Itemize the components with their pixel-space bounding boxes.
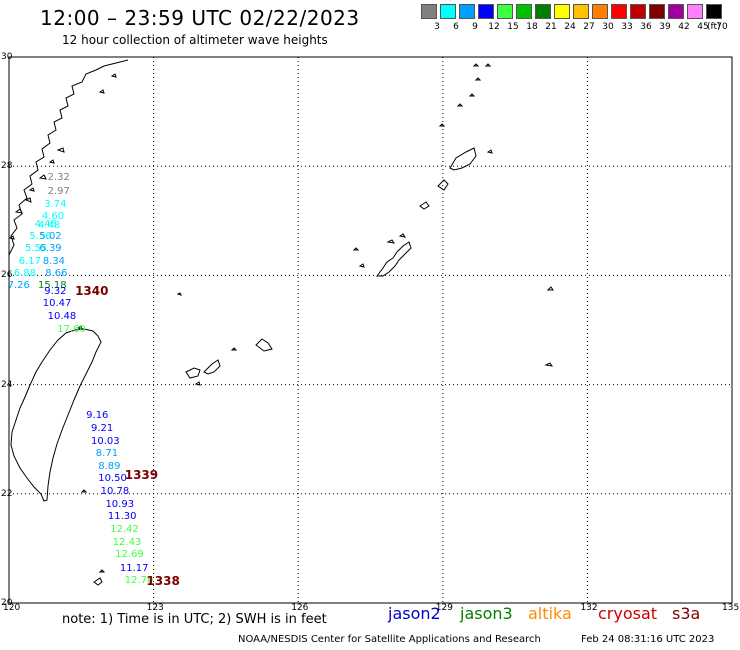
wave-height-label: 10.03 [90, 435, 120, 447]
longitude-tick-label: 135 [722, 603, 740, 613]
satellite-legend-cryosat: cryosat [598, 604, 658, 623]
color-swatch-label: 24 [564, 22, 576, 32]
wave-height-label: 4.60 [41, 210, 65, 222]
wave-height-label: 8.34 [42, 255, 66, 267]
page-title: 12:00 – 23:59 UTC 02/22/2023 [40, 6, 360, 30]
coastal-islets [8, 73, 117, 330]
latitude-tick-label: 26 [1, 270, 13, 281]
color-swatch [630, 4, 646, 19]
color-swatch [516, 4, 532, 19]
color-swatch [459, 4, 475, 19]
color-swatch-label: 70 [716, 22, 728, 32]
footer-note: note: 1) Time is in UTC; 2) SWH is in fe… [62, 612, 327, 627]
wave-height-label: 17.60 [57, 324, 86, 335]
china-coastline [8, 59, 129, 256]
generated-timestamp: Feb 24 08:31:16 UTC 2023 [581, 634, 715, 645]
wave-height-label: 4.48 [37, 220, 61, 232]
wave-height-label: 11.17 [119, 562, 149, 574]
satellite-legend-jason2: jason2 [388, 604, 441, 623]
color-scale-unit: (ft) [707, 22, 721, 32]
wave-height-label: 12.42 [110, 524, 139, 536]
color-swatch-label: 36 [640, 22, 652, 32]
latitude-tick-label: 22 [1, 488, 13, 499]
wave-height-label: 6.39 [39, 243, 62, 255]
color-swatch [440, 4, 456, 19]
color-swatch [478, 4, 494, 19]
wave-height-label: 10.50 [98, 473, 127, 485]
wave-height-label: 12.70 [124, 575, 154, 587]
color-swatch [421, 4, 437, 19]
color-swatch-label: 9 [472, 22, 478, 32]
wave-height-label: 7.26 [7, 280, 30, 292]
pass-number-label: 1338 [146, 574, 180, 589]
credit-text: NOAA/NESDIS Center for Satellite Applica… [238, 634, 541, 645]
color-swatch-label: 42 [678, 22, 690, 32]
color-swatch-label: 3 [434, 22, 440, 32]
color-swatch-label: 33 [621, 22, 633, 32]
taiwan-island [10, 328, 102, 502]
color-swatch-label: 30 [602, 22, 614, 32]
longitude-tick-label: 132 [580, 603, 598, 613]
color-swatch [649, 4, 665, 19]
wave-height-label: 10.78 [100, 486, 130, 498]
longitude-tick-label: 129 [435, 603, 453, 613]
color-swatch-label: 6 [453, 22, 459, 32]
wave-height-label: 10.47 [42, 298, 72, 310]
wave-height-label: 8.89 [98, 460, 121, 472]
pass-number-label: 1340 [75, 283, 109, 298]
wave-height-label: 6.88 [13, 267, 37, 279]
latitude-tick-label: 30 [1, 52, 13, 62]
color-swatch [687, 4, 703, 19]
wave-height-label: 2.97 [47, 186, 70, 198]
color-swatch-label: 15 [507, 22, 519, 32]
color-swatch [554, 4, 570, 19]
wave-height-label: 4.46 [34, 218, 57, 230]
color-swatch [573, 4, 589, 19]
wave-height-label: 9.16 [86, 410, 109, 422]
satellite-legend-s3a: s3a [672, 604, 701, 623]
color-swatch [497, 4, 513, 19]
color-swatch-label: 21 [545, 22, 557, 32]
color-swatch [535, 4, 551, 19]
latitude-tick-label: 28 [1, 161, 13, 172]
pass-number-label: 1339 [124, 467, 159, 482]
latitude-tick-label: 24 [1, 379, 13, 390]
color-swatch-label: 27 [583, 22, 595, 32]
map-gridlines [8, 56, 733, 604]
wave-height-label: 9.21 [90, 423, 114, 435]
color-swatch [611, 4, 627, 19]
color-swatch [592, 4, 608, 19]
wave-height-label: 12.43 [112, 536, 142, 548]
latitude-tick-label: 20 [1, 598, 13, 608]
longitude-tick-label: 120 [3, 603, 21, 613]
ryukyu-islands [80, 63, 554, 586]
wave-height-label: 5.55 [24, 243, 48, 255]
wave-height-label: 10.48 [47, 311, 77, 323]
wave-height-label: 5.02 [39, 231, 62, 243]
color-swatch [668, 4, 684, 19]
color-swatch-label: 45 [697, 22, 709, 32]
satellite-legend-altika: altika [528, 604, 572, 623]
wave-height-label: 12.69 [115, 549, 144, 561]
wave-height-label: 2.32 [47, 172, 70, 184]
wave-height-label: 8.66 [45, 268, 68, 280]
wave-height-label: 5.56 [29, 231, 52, 243]
longitude-tick-label: 126 [291, 603, 309, 613]
page-subtitle: 12 hour collection of altimeter wave hei… [62, 33, 328, 47]
wave-height-label: 11.30 [107, 511, 137, 523]
color-swatch-label: 39 [659, 22, 671, 32]
satellite-legend-jason3: jason3 [460, 604, 513, 623]
color-swatch [706, 4, 722, 19]
wave-height-label: 9.32 [44, 285, 67, 297]
color-swatch-label: 18 [526, 22, 538, 32]
color-swatch-label: 12 [488, 22, 500, 32]
wave-height-label: 8.71 [95, 447, 119, 459]
wave-height-label: 6.17 [18, 255, 41, 267]
longitude-tick-label: 123 [146, 603, 164, 613]
wave-height-label: 15.18 [37, 280, 67, 292]
wave-height-label: 3.74 [44, 198, 67, 210]
wave-height-label: 10.93 [105, 498, 135, 510]
